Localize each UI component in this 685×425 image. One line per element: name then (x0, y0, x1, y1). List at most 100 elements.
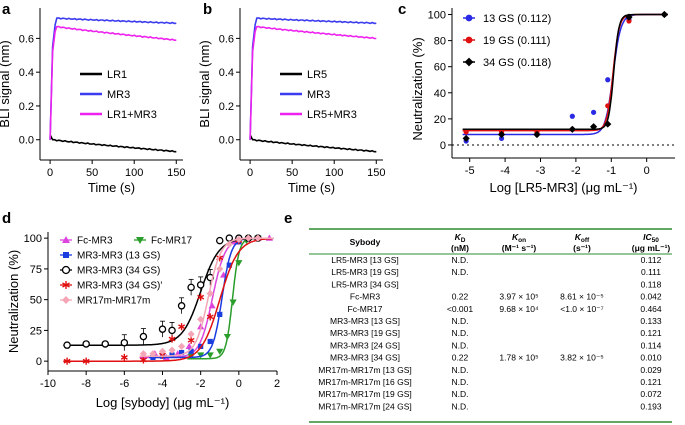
data-point (139, 356, 147, 364)
table-cell: 0.121 (640, 377, 662, 387)
data-point (168, 326, 176, 335)
table-cell: MR3-MR3 [34 GS] (330, 353, 400, 363)
data-point (120, 353, 128, 362)
star-stroke (82, 358, 90, 364)
x-tick-label: -10 (40, 378, 56, 390)
data-point (168, 335, 176, 343)
table-cell: MR17m-MR17m [19 GS] (318, 389, 412, 399)
table-row: Fc-MR17 <0.001 9.68 × 10⁴ <1.0 × 10⁻⁷ 0.464 (348, 304, 662, 314)
data-point (196, 281, 205, 289)
data-point (139, 350, 148, 358)
data-point (62, 281, 70, 289)
table-row: MR17m-MR17m [24 GS] N.D. 0.193 (318, 401, 662, 411)
star-stroke (139, 357, 147, 363)
y-tick-label: 50 (30, 295, 42, 307)
y-tick-label: 0 (36, 356, 42, 368)
column-header: IC50 (643, 232, 659, 244)
y-tick-label: 0.0 (219, 135, 234, 147)
table-row: LR5-MR3 [13 GS] N.D. 0.112 (331, 255, 661, 265)
x-tick-label: 0 (47, 167, 53, 179)
data-point (216, 265, 224, 273)
column-unit: (M⁻¹ s⁻¹) (502, 243, 537, 253)
panel-e-kinetics-table: Sybody KD(nM)Kon(M⁻¹ s⁻¹)Koff(s⁻¹)IC50(μg… (309, 228, 672, 423)
x-tick-label: 100 (125, 167, 143, 179)
table-row: MR3-MR3 [13 GS] N.D. 0.133 (330, 316, 662, 326)
data-point (207, 338, 213, 345)
y-tick-label: 100 (428, 10, 446, 22)
table-cell: LR5-MR3 [13 GS] (331, 255, 399, 265)
legend-label: MR3 (307, 89, 330, 101)
table-cell: N.D. (452, 377, 469, 387)
table-cell: 0.121 (640, 328, 662, 338)
y-tick-label: 60 (434, 62, 446, 74)
data-point (215, 236, 224, 245)
table-cell: 0.111 (641, 267, 661, 277)
fit-curve (462, 13, 668, 136)
table-cell: LR5-MR3 [19 GS] (331, 267, 399, 277)
panel-label-b: b (203, 1, 212, 18)
table-cell: 0.22 (452, 353, 469, 363)
panel-label-d: d (2, 210, 11, 227)
table-cell: MR3-MR3 [13 GS] (330, 316, 400, 326)
table-row: MR17m-MR17m [16 GS] N.D. 0.121 (318, 377, 662, 387)
fit-curve (63, 237, 274, 362)
x-tick-label: -4 (158, 378, 168, 390)
star-stroke (187, 337, 195, 343)
data-point (197, 352, 205, 359)
table-cell: N.D. (452, 389, 469, 399)
table-row: MR3-MR3 [24 GS] N.D. 0.114 (330, 340, 662, 350)
data-point (223, 333, 231, 341)
y-tick-label: 0.4 (219, 67, 234, 79)
x-tick-label: -5 (465, 165, 475, 177)
legend-label: 13 GS (0.112) (483, 13, 551, 25)
table-cell: 0.114 (641, 340, 662, 350)
data-point (178, 323, 186, 331)
table-cell: MR3-MR3 [19 GS] (330, 328, 400, 338)
column-header: KD (455, 232, 466, 244)
header-symbol: IC (643, 232, 652, 242)
data-point (254, 234, 262, 242)
table-cell: LR5-MR3 [34 GS] (331, 279, 399, 289)
x-tick-label: -2 (571, 165, 581, 177)
data-point (589, 123, 598, 131)
column-header: Kon (512, 232, 526, 244)
data-point (82, 340, 90, 348)
star-stroke (120, 355, 128, 360)
data-point (101, 340, 110, 348)
data-point (226, 262, 232, 268)
series-line-mr3 (49, 17, 177, 140)
data-point (185, 342, 193, 349)
data-point (463, 129, 469, 135)
table-cell: 1.78 × 10⁵ (499, 353, 538, 363)
table-cell: N.D. (452, 401, 469, 411)
y-tick-label: 0.6 (19, 33, 34, 45)
x-tick-label: -6 (119, 378, 129, 390)
table-row: Fc-MR3 0.22 3.97 × 10⁵ 8.61 × 10⁻⁵ 0.042 (350, 292, 662, 302)
data-point (136, 237, 144, 244)
series-line-mr3 (249, 17, 377, 140)
legend-label: LR1 (107, 69, 127, 81)
x-tick-label: -4 (500, 165, 510, 177)
table-cell: 3.97 × 10⁵ (499, 292, 538, 302)
data-point (62, 236, 70, 243)
x-tick-label: -2 (196, 378, 206, 390)
table-cell: 0.042 (640, 292, 662, 302)
panel-d-neutralization-chart: 0 25 50 75 100 -10 -8 -6 -4 -2 0 2 Log [sybody] (μg … (6, 232, 280, 410)
header-subscript: on (518, 237, 526, 244)
data-point (187, 336, 195, 344)
data-point (464, 57, 474, 67)
y-tick-label: 0.2 (19, 101, 34, 113)
table-cell: N.D. (452, 365, 469, 375)
legend-label: MR3-MR3 (13 GS) (77, 251, 160, 262)
table-cell: N.D. (452, 267, 469, 277)
star-stroke (63, 358, 71, 364)
table-cell: 0.112 (641, 255, 662, 265)
data-point (63, 252, 69, 258)
y-tick-label: 100 (24, 233, 42, 245)
y-tick-label: 80 (434, 36, 446, 48)
table-cell: 9.68 × 10⁴ (499, 304, 539, 314)
data-point (498, 135, 505, 142)
x-tick-label: 50 (86, 167, 98, 179)
table-cell: 0.193 (640, 401, 662, 411)
y-axis-label: BLI signal (nm) (0, 40, 12, 127)
